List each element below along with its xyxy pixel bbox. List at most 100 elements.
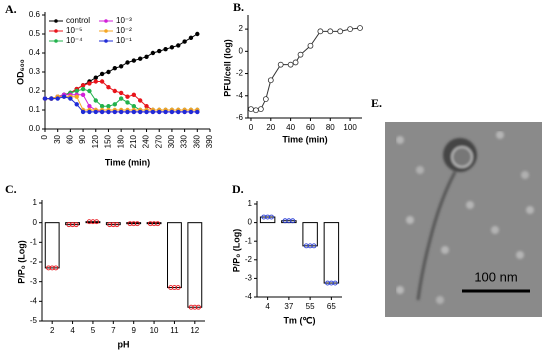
x-tick-label: 300 — [167, 134, 176, 148]
y-tick-label: 0.5 — [29, 29, 41, 38]
data-point — [118, 109, 124, 115]
bar — [167, 222, 182, 289]
y-axis-label: P/P₀ (Log) — [16, 240, 26, 284]
data-point — [337, 28, 344, 35]
y-tick-label: 0.2 — [29, 86, 41, 95]
data-point — [317, 28, 324, 35]
x-axis-label: Time (min) — [282, 134, 327, 144]
x-tick-label: 60 — [65, 134, 74, 143]
data-point — [112, 88, 118, 94]
replicate-point — [290, 218, 296, 224]
x-tick-label: 9 — [131, 326, 136, 335]
data-point — [262, 96, 269, 103]
data-point — [106, 84, 111, 90]
y-tick-label: 0 — [239, 46, 244, 55]
legend-marker — [104, 39, 108, 43]
legend-label: 10⁻² — [116, 26, 132, 35]
y-tick-label: 0 — [33, 218, 38, 227]
x-tick-label: 90 — [78, 134, 87, 143]
y-tick-label: 0.1 — [29, 105, 41, 114]
data-point — [277, 61, 284, 68]
x-tick-label: 30 — [53, 134, 62, 143]
data-point — [188, 109, 194, 115]
data-point — [118, 90, 124, 96]
data-point — [169, 109, 175, 115]
data-point — [74, 102, 79, 107]
x-tick-label: 4 — [70, 326, 75, 335]
x-tick-label: 0 — [249, 123, 254, 132]
data-point — [163, 109, 168, 115]
y-tick-label: -2 — [30, 257, 38, 266]
x-tick-label: 20 — [266, 123, 275, 132]
legend-label: 10⁻³ — [116, 16, 132, 25]
y-tick-label: -4 — [236, 91, 244, 100]
bar — [187, 222, 203, 308]
y-tick-label: 0.4 — [29, 48, 41, 57]
legend-marker — [104, 29, 108, 33]
data-point — [131, 109, 137, 115]
data-point — [74, 94, 79, 99]
x-tick-label: 270 — [154, 134, 163, 148]
legend-label: 10⁻⁴ — [66, 36, 83, 45]
replicate-point — [94, 219, 100, 225]
data-point — [292, 59, 299, 66]
data-point — [93, 79, 98, 84]
x-tick-label: 80 — [326, 123, 335, 132]
panel-label: A. — [5, 2, 17, 16]
panel-label: E. — [371, 96, 382, 110]
data-point — [150, 50, 156, 56]
x-axis-label: Time (min) — [105, 157, 150, 167]
bar — [85, 221, 101, 224]
y-axis-label: PFU/cell (log) — [222, 39, 232, 97]
micrograph-texture — [396, 131, 534, 304]
legend-marker — [54, 29, 58, 33]
data-point — [347, 26, 354, 33]
x-tick-label: 100 — [343, 123, 357, 132]
data-point — [357, 25, 363, 31]
data-point — [118, 96, 124, 101]
panel-label: B. — [233, 0, 244, 14]
x-tick-label: 360 — [192, 134, 201, 148]
x-tick-label: 4 — [265, 302, 270, 311]
replicate-point — [73, 222, 79, 228]
bar — [323, 222, 340, 284]
y-tick-label: 0.3 — [29, 67, 41, 76]
y-tick-label: 0.0 — [29, 124, 41, 133]
replicate-point — [332, 280, 338, 286]
x-tick-label: 2 — [50, 326, 55, 335]
replicate-point — [53, 265, 59, 271]
data-point — [93, 109, 98, 115]
data-point — [99, 79, 105, 84]
x-tick-label: 5 — [91, 326, 96, 335]
replicate-point — [155, 221, 161, 227]
data-point — [307, 42, 314, 49]
bar — [146, 222, 162, 225]
data-point — [327, 28, 334, 35]
y-tick-label: 1 — [33, 198, 38, 207]
data-point — [137, 98, 143, 103]
data-point — [257, 106, 264, 113]
y-axis-label: P/P₀ (Log) — [231, 229, 241, 273]
legend-label: control — [66, 16, 90, 25]
data-point — [112, 102, 118, 107]
series-line — [45, 81, 198, 111]
y-tick-label: -3 — [245, 274, 253, 283]
x-axis-label: Tm (℃) — [283, 315, 315, 325]
y-tick-label: 2 — [239, 24, 244, 33]
x-tick-label: 60 — [306, 123, 315, 132]
bar — [302, 222, 318, 247]
y-tick-label: 1 — [248, 199, 253, 208]
x-tick-label: 7 — [111, 326, 116, 335]
x-tick-label: 330 — [180, 134, 189, 148]
bar — [44, 222, 60, 269]
data-point — [157, 48, 162, 54]
data-point — [131, 103, 137, 109]
x-tick-label: 210 — [129, 134, 138, 148]
replicate-point — [175, 285, 181, 291]
data-point — [99, 71, 105, 77]
y-tick-label: -1 — [30, 237, 38, 246]
data-point — [112, 109, 118, 115]
data-point — [125, 60, 130, 65]
replicate-point — [114, 222, 120, 228]
